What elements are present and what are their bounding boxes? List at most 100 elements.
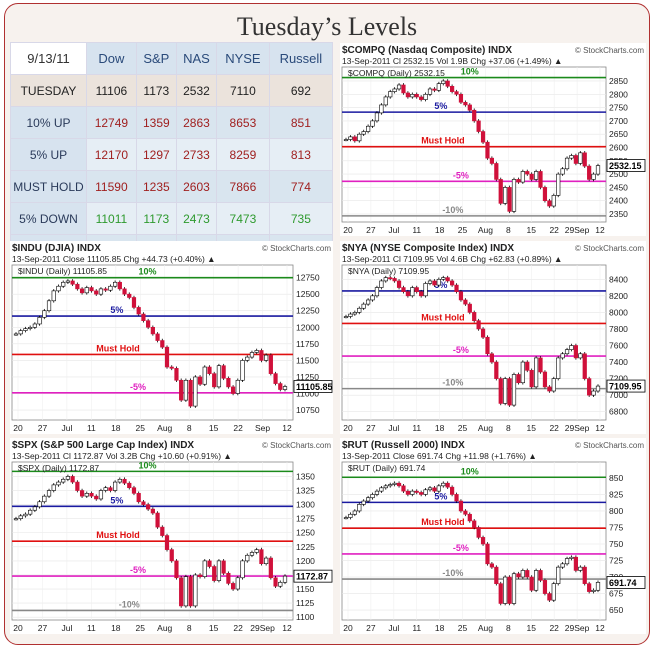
- candle-body: [432, 487, 437, 492]
- candle-body: [547, 593, 552, 601]
- candle-body: [476, 527, 481, 538]
- y-tick-label: 1125: [296, 598, 315, 608]
- x-tick-label: 25: [136, 623, 146, 633]
- level-label: 10%: [138, 267, 156, 277]
- x-tick-label: 29Sep: [565, 623, 590, 633]
- candle-body: [520, 361, 525, 384]
- y-tick-label: 8200: [609, 291, 628, 301]
- table-cell: 1359: [135, 106, 177, 139]
- candle-body: [28, 509, 33, 515]
- candle-body: [141, 501, 146, 505]
- candle-body: [573, 155, 578, 164]
- candle-body: [436, 83, 441, 91]
- level-label: -5%: [130, 382, 146, 392]
- candle-body: [529, 370, 534, 388]
- plot-area: [11, 264, 294, 421]
- candle-body: [494, 361, 499, 379]
- x-tick-label: 18: [435, 423, 445, 433]
- candle-body: [498, 583, 503, 604]
- level-label: Must Hold: [421, 312, 465, 322]
- candle-body: [348, 513, 353, 518]
- candle-body: [108, 487, 113, 491]
- y-tick-label: 650: [609, 605, 623, 615]
- candle-body: [450, 86, 455, 92]
- candle-body: [410, 93, 415, 98]
- table-cell: 8653: [216, 106, 270, 139]
- candle-body: [23, 328, 28, 331]
- candle-body: [84, 493, 89, 497]
- x-tick-label: 25: [458, 225, 468, 235]
- candle-body: [564, 558, 570, 565]
- x-tick-label: 18: [111, 423, 121, 433]
- table-cell: 7110: [216, 74, 270, 107]
- level-label: Must Hold: [96, 343, 140, 353]
- candle-body: [587, 165, 592, 180]
- candle-body: [164, 346, 170, 368]
- candle-body: [560, 168, 565, 175]
- candle-body: [427, 88, 433, 95]
- col-header-nas: NAS: [175, 42, 218, 75]
- candle-body: [235, 379, 240, 394]
- candle-body: [249, 552, 255, 556]
- level-label: -10%: [119, 599, 140, 609]
- candle-body: [463, 101, 468, 106]
- candle-body: [51, 484, 56, 491]
- table-cell: 1173: [135, 202, 177, 235]
- candle-body: [56, 481, 61, 486]
- candle-body: [542, 371, 548, 388]
- candle-body: [79, 490, 85, 497]
- candle-body: [75, 283, 80, 290]
- table-cell: 11590: [86, 170, 137, 203]
- candle-body: [578, 152, 583, 164]
- candle-body: [366, 125, 371, 132]
- y-tick-label: 11000: [296, 389, 319, 399]
- candle-body: [587, 378, 592, 396]
- candle-body: [202, 366, 207, 385]
- legend-label: $COMPQ (Daily) 2532.15: [348, 68, 445, 78]
- watermark: © StockCharts.com: [262, 244, 331, 253]
- y-tick-label: 2600: [609, 143, 628, 153]
- candle-body: [113, 281, 118, 287]
- x-tick-label: 27: [38, 423, 48, 433]
- candle-body: [259, 549, 264, 565]
- candle-body: [61, 478, 66, 483]
- y-tick-label: 800: [609, 506, 623, 516]
- candle-body: [193, 376, 198, 407]
- candle-body: [183, 379, 188, 401]
- x-tick-label: Sep: [255, 423, 270, 433]
- candle-body: [595, 385, 601, 392]
- candle-body: [556, 173, 561, 196]
- candle-body: [150, 508, 155, 514]
- x-tick-label: Jul: [388, 623, 399, 633]
- candle-body: [18, 330, 23, 335]
- candle-body: [282, 386, 288, 390]
- table-cell: 692: [268, 74, 334, 107]
- candle-body: [268, 557, 273, 579]
- candle-body: [160, 340, 165, 348]
- chart-header: $INDU (DJIA) INDX: [12, 243, 101, 254]
- x-tick-label: 27: [366, 623, 376, 633]
- x-tick-label: 12: [595, 623, 605, 633]
- table-cell: 1235: [135, 170, 177, 203]
- candle-body: [61, 281, 66, 287]
- x-tick-label: 25: [136, 423, 146, 433]
- candle-body: [503, 576, 508, 604]
- x-tick-label: Jul: [388, 225, 399, 235]
- candle-body: [207, 366, 212, 374]
- candle-body: [534, 171, 539, 180]
- chart-nya: $NYA (NYSE Composite Index) INDX © StockC…: [340, 241, 646, 434]
- candle-body: [46, 490, 52, 497]
- candle-body: [423, 283, 428, 297]
- chart-header: $RUT (Russell 2000) INDX: [342, 440, 465, 451]
- candle-body: [454, 91, 459, 95]
- candle-body: [28, 326, 33, 329]
- y-tick-label: 8000: [609, 307, 628, 317]
- candle-body: [458, 500, 464, 512]
- candle-body: [485, 543, 490, 565]
- candle-body: [436, 485, 441, 492]
- candle-body: [122, 288, 127, 295]
- candle-body: [146, 320, 151, 328]
- candle-body: [410, 287, 415, 297]
- candle-body: [221, 560, 226, 574]
- last-value-box: [293, 569, 333, 583]
